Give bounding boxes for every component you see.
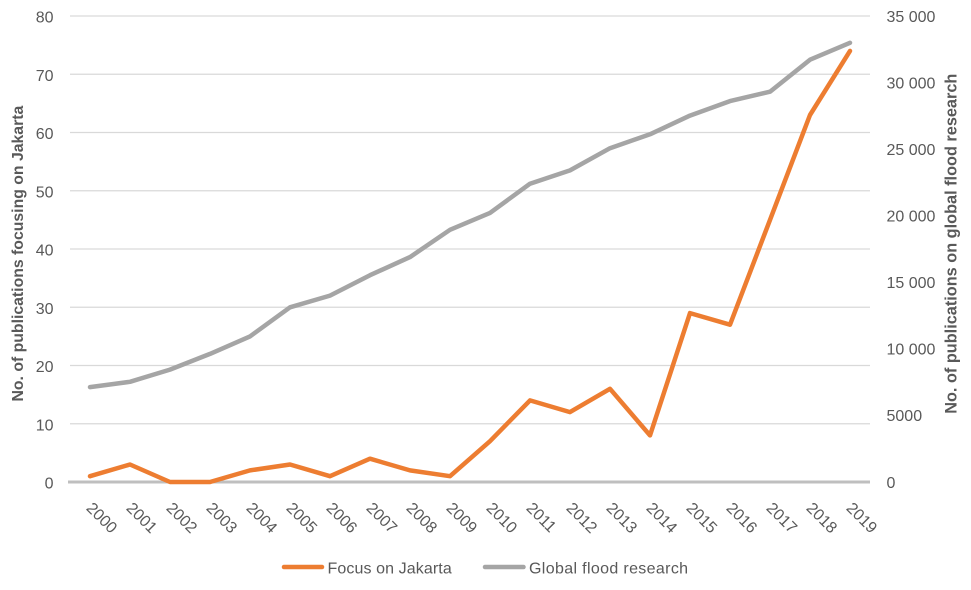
svg-text:No. of publications focusing o: No. of publications focusing on Jakarta <box>10 106 27 402</box>
svg-text:2014: 2014 <box>643 500 680 537</box>
svg-text:2006: 2006 <box>323 500 360 537</box>
svg-text:2002: 2002 <box>163 500 200 537</box>
svg-text:2003: 2003 <box>203 500 240 537</box>
svg-text:No. of publications on global: No. of publications on global flood rese… <box>942 74 960 414</box>
svg-text:2015: 2015 <box>683 500 720 537</box>
svg-text:70: 70 <box>36 68 54 85</box>
svg-text:20 000: 20 000 <box>887 209 936 226</box>
svg-text:30: 30 <box>36 301 54 318</box>
svg-text:20: 20 <box>36 359 54 376</box>
svg-text:50: 50 <box>36 184 54 201</box>
svg-text:2009: 2009 <box>443 500 480 537</box>
svg-text:2016: 2016 <box>723 500 760 537</box>
svg-text:2004: 2004 <box>243 500 280 537</box>
svg-text:35 000: 35 000 <box>887 9 936 26</box>
svg-text:5000: 5000 <box>887 408 923 425</box>
svg-text:2011: 2011 <box>523 500 559 536</box>
svg-text:15 000: 15 000 <box>887 275 936 292</box>
svg-text:2012: 2012 <box>563 500 600 537</box>
svg-text:60: 60 <box>36 126 54 143</box>
svg-text:0: 0 <box>45 476 54 493</box>
svg-text:0: 0 <box>887 475 896 492</box>
svg-text:2019: 2019 <box>843 500 880 537</box>
svg-text:40: 40 <box>36 243 54 260</box>
svg-text:2000: 2000 <box>83 500 120 537</box>
svg-text:2005: 2005 <box>283 500 320 537</box>
svg-text:2008: 2008 <box>403 500 440 537</box>
svg-text:Global flood research: Global flood research <box>529 560 688 577</box>
svg-text:2007: 2007 <box>363 500 400 537</box>
svg-text:2010: 2010 <box>483 500 520 537</box>
svg-text:2001: 2001 <box>123 500 160 537</box>
svg-text:10: 10 <box>36 417 54 434</box>
svg-text:80: 80 <box>36 10 54 27</box>
svg-text:2013: 2013 <box>603 500 640 537</box>
svg-text:2017: 2017 <box>763 500 800 537</box>
svg-text:Focus on Jakarta: Focus on Jakarta <box>328 560 452 577</box>
svg-text:25 000: 25 000 <box>887 142 936 159</box>
svg-text:30 000: 30 000 <box>887 75 936 92</box>
svg-text:2018: 2018 <box>803 500 840 537</box>
svg-text:10 000: 10 000 <box>887 342 936 359</box>
